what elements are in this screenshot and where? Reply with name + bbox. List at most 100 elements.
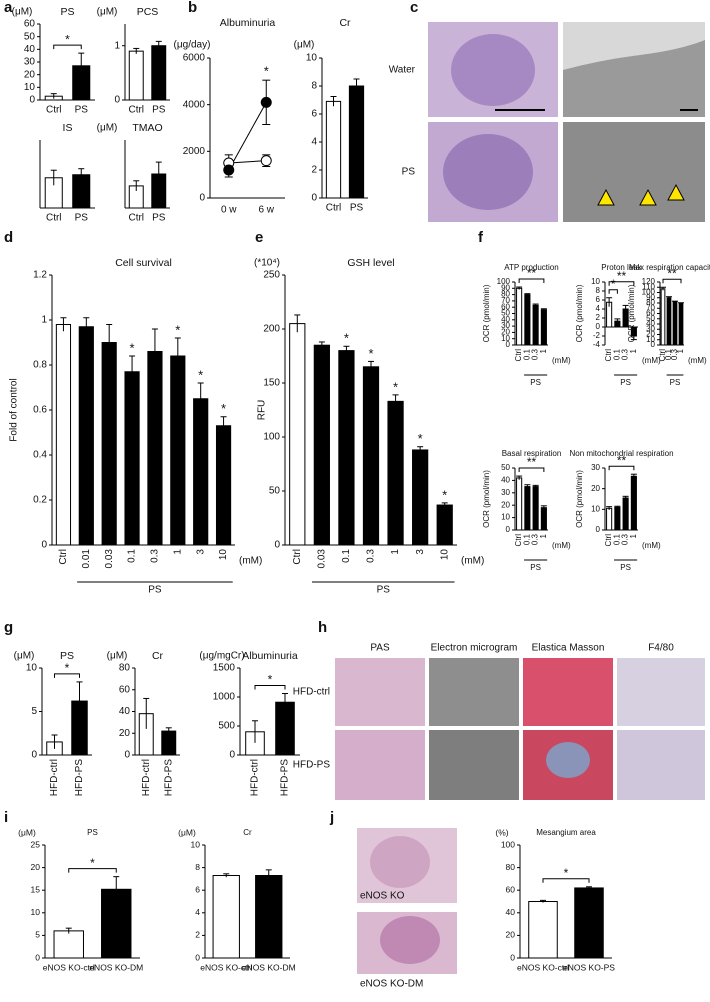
- y-tick-label: 0: [195, 952, 200, 962]
- x-tick-label: 0.1: [612, 348, 621, 360]
- x-tick-label: Ctrl: [658, 349, 667, 362]
- x-tick-label: PS: [152, 213, 166, 224]
- y-axis-label: RFU: [257, 400, 268, 421]
- bar: [55, 324, 72, 546]
- x-tick-label: 1: [676, 348, 685, 353]
- y-tick-label: 30: [591, 463, 600, 472]
- group-label: PS: [530, 378, 541, 387]
- micrograph: [335, 658, 425, 726]
- y-tick-label: 1.2: [33, 270, 47, 281]
- x-tick-label: eNOS KO-ctrl: [43, 962, 95, 972]
- y-tick-label: 10: [591, 277, 600, 286]
- y-tick-label: 0: [596, 525, 601, 534]
- x-tick-label: 1: [539, 348, 548, 353]
- y-tick-label: 500: [218, 721, 235, 732]
- y-tick-label: 250: [263, 270, 280, 281]
- unit-label: (mM): [552, 541, 571, 550]
- y-tick-label: 30: [24, 57, 36, 68]
- y-tick-label: 6: [596, 295, 601, 304]
- y-tick-label: 0: [651, 340, 656, 349]
- y-tick-label: 100: [263, 432, 280, 443]
- significance-bracket: [254, 685, 286, 690]
- y-tick-label: 40: [119, 706, 131, 717]
- column-label: F4/80: [648, 643, 674, 654]
- caption: eNOS KO-DM: [360, 979, 423, 990]
- y-tick-label: 5: [35, 930, 40, 940]
- y-tick-label: 90: [646, 293, 655, 302]
- significance-label: *: [564, 866, 569, 880]
- x-tick-label: 1: [390, 549, 401, 555]
- significance-mark: *: [344, 331, 349, 346]
- chart-title: ATP production: [504, 263, 558, 272]
- significance-mark: *: [442, 487, 447, 502]
- y-tick-label: 0.2: [33, 495, 47, 506]
- bar: [170, 355, 186, 546]
- significance-bracket: [518, 278, 545, 284]
- x-tick-label: PS: [75, 105, 89, 116]
- x-tick-label: PS: [75, 213, 89, 224]
- y-tick-label: 80: [506, 862, 516, 872]
- y-tick-label: 10: [191, 839, 201, 849]
- bar: [524, 486, 531, 531]
- x-tick-label: Ctrl: [514, 534, 523, 547]
- y-tick-label: 70: [501, 296, 510, 305]
- unit-label: (mM): [688, 356, 707, 365]
- y-unit: (μg/mgCr): [199, 651, 244, 662]
- bar: [161, 730, 177, 756]
- x-tick-label: HFD-ctrl: [49, 759, 60, 796]
- significance-bracket: [518, 467, 545, 473]
- x-tick-label: 0.1: [522, 348, 531, 360]
- y-tick-label: 1: [114, 40, 120, 51]
- chart-title: GSH level: [347, 257, 394, 269]
- bar: [387, 400, 404, 546]
- group-label: PS: [530, 563, 541, 572]
- y-unit: (μM): [12, 7, 33, 18]
- row-label: PS: [402, 167, 416, 178]
- y-unit: (μM): [178, 827, 196, 837]
- y-tick-label: 100: [642, 288, 656, 297]
- panel-letter: c: [410, 0, 418, 16]
- y-tick-label: -4: [593, 340, 601, 349]
- panel-letter: g: [4, 619, 13, 636]
- y-tick-label: 50: [269, 486, 281, 497]
- y-axis-label: OCR (pmol/min): [482, 470, 491, 528]
- point: [260, 96, 272, 108]
- significance-bracket: [608, 289, 618, 294]
- significance-label: **: [527, 266, 537, 280]
- y-tick-label: 60: [24, 19, 36, 30]
- y-tick-label: 40: [501, 315, 510, 324]
- y-tick-label: 60: [501, 302, 510, 311]
- y-tick-label: 10: [591, 504, 600, 513]
- y-tick-label: 10: [646, 335, 655, 344]
- panel-letter: e: [255, 229, 263, 246]
- bar: [128, 50, 144, 101]
- x-tick-label: 0.03: [104, 549, 115, 569]
- image-panel-c: [428, 22, 705, 222]
- bar: [53, 930, 84, 959]
- y-tick-label: 0: [506, 340, 511, 349]
- chart-title: Non mitochondrial respiration: [569, 449, 673, 458]
- significance-mark: *: [175, 322, 180, 337]
- row-label: HFD-PS: [293, 760, 331, 771]
- bar: [606, 507, 613, 531]
- chart-title: Mesangium area: [536, 828, 596, 837]
- bar: [289, 323, 306, 546]
- y-tick-label: 20: [591, 484, 600, 493]
- y-tick-label: 80: [646, 298, 655, 307]
- y-tick-label: 4: [311, 137, 317, 148]
- y-tick-label: 50: [24, 31, 36, 42]
- panel-letter: h: [318, 619, 327, 636]
- y-tick-label: 8: [195, 862, 200, 872]
- y-tick-label: 1: [41, 315, 47, 326]
- x-tick-label: PS: [350, 203, 364, 214]
- y-tick-label: 100: [497, 277, 511, 286]
- unit-label: (mM): [642, 356, 661, 365]
- y-tick-label: 6: [311, 109, 317, 120]
- y-tick-label: 30: [501, 321, 510, 330]
- chart-title: PS: [87, 828, 98, 837]
- y-unit: (*10⁴): [254, 258, 280, 269]
- significance-label: *: [268, 673, 273, 687]
- significance-bracket: [53, 44, 82, 50]
- y-tick-label: 40: [24, 44, 36, 55]
